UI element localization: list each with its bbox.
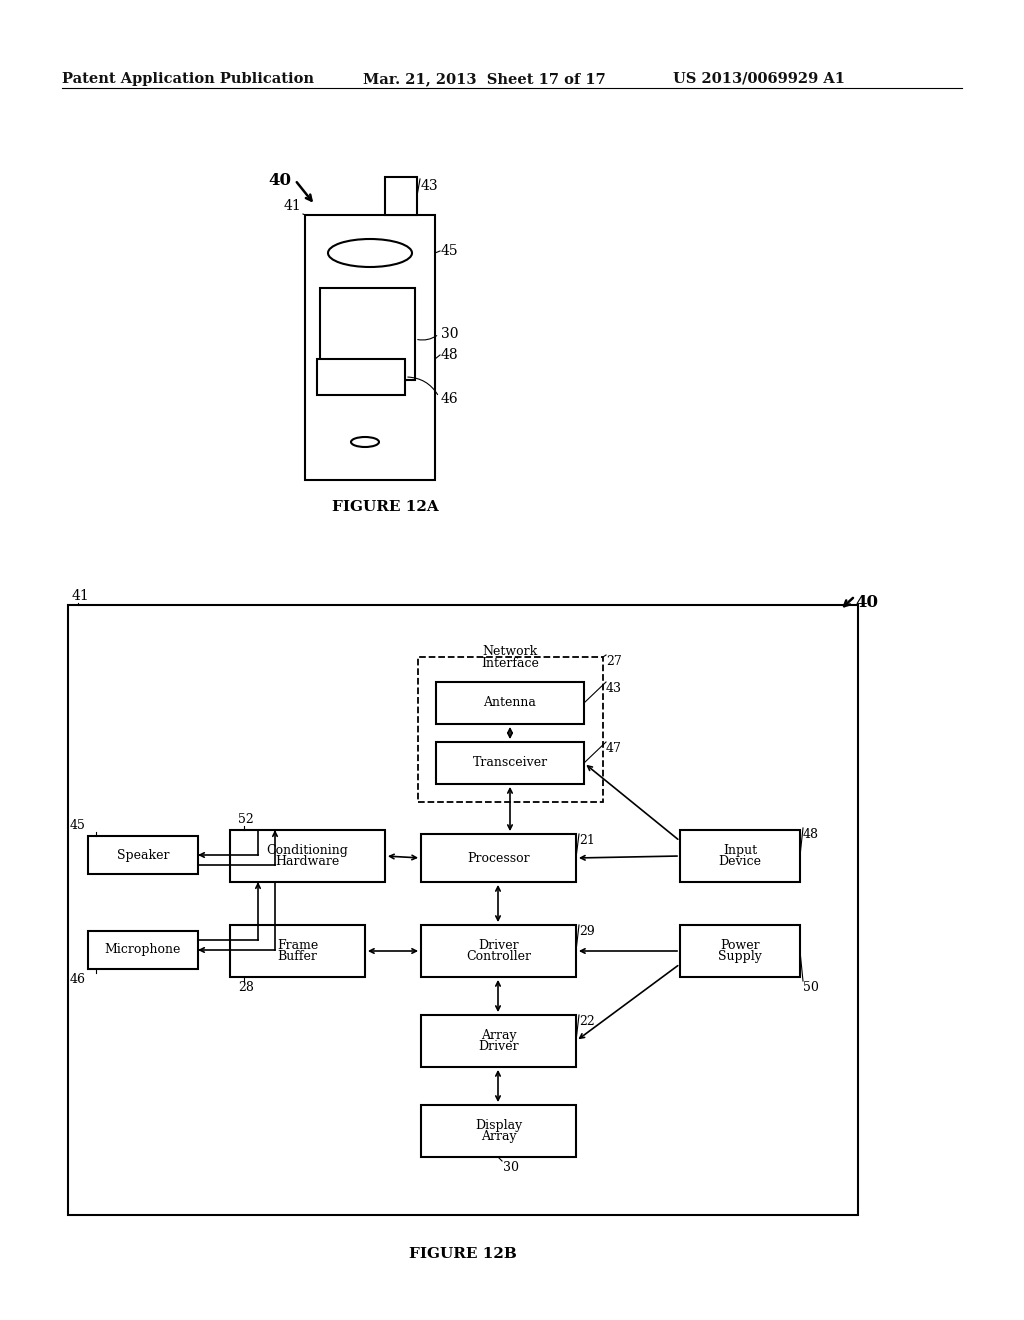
Ellipse shape <box>328 239 412 267</box>
Bar <box>385 177 417 215</box>
Bar <box>421 1015 575 1067</box>
Text: 48: 48 <box>441 348 459 362</box>
Bar <box>319 288 415 380</box>
Text: 30: 30 <box>441 327 459 341</box>
Bar <box>680 925 800 977</box>
Text: 30: 30 <box>503 1162 519 1173</box>
Text: FIGURE 12A: FIGURE 12A <box>332 500 438 513</box>
Bar <box>680 830 800 882</box>
Bar <box>88 931 198 969</box>
Bar <box>230 830 385 882</box>
Text: 28: 28 <box>238 981 254 994</box>
Text: 43: 43 <box>421 180 438 193</box>
Text: 22: 22 <box>579 1015 595 1028</box>
Text: Supply: Supply <box>718 949 762 962</box>
Text: Frame: Frame <box>276 940 318 952</box>
Text: 40: 40 <box>855 594 878 611</box>
Bar <box>418 657 603 803</box>
Bar <box>421 925 575 977</box>
Text: 45: 45 <box>70 818 86 832</box>
Bar <box>421 1105 575 1158</box>
Text: 41: 41 <box>72 589 90 603</box>
Text: 47: 47 <box>606 742 622 755</box>
Text: 40: 40 <box>268 172 291 189</box>
Bar <box>230 925 365 977</box>
Text: 46: 46 <box>70 973 86 986</box>
Text: 52: 52 <box>238 813 254 826</box>
Text: Microphone: Microphone <box>104 944 181 957</box>
Bar <box>88 836 198 874</box>
Bar <box>68 605 858 1214</box>
Text: Array: Array <box>480 1130 516 1143</box>
Text: Device: Device <box>719 854 762 867</box>
Text: Mar. 21, 2013  Sheet 17 of 17: Mar. 21, 2013 Sheet 17 of 17 <box>362 73 606 86</box>
Text: 48: 48 <box>803 828 819 841</box>
Text: Driver: Driver <box>478 940 519 952</box>
Text: Array: Array <box>480 1030 516 1043</box>
Text: Power: Power <box>720 940 760 952</box>
Text: 46: 46 <box>441 392 459 407</box>
Text: 29: 29 <box>579 925 595 939</box>
Text: 41: 41 <box>284 199 301 213</box>
Text: Controller: Controller <box>466 949 531 962</box>
Text: US 2013/0069929 A1: US 2013/0069929 A1 <box>673 73 845 86</box>
Text: Conditioning: Conditioning <box>266 845 348 857</box>
Text: FIGURE 12B: FIGURE 12B <box>409 1247 517 1261</box>
Text: Speaker: Speaker <box>117 849 169 862</box>
Text: 45: 45 <box>441 244 459 257</box>
Text: Input: Input <box>723 845 757 857</box>
Text: 43: 43 <box>606 682 622 696</box>
Bar <box>421 834 575 882</box>
Text: Buffer: Buffer <box>278 949 317 962</box>
Text: Antenna: Antenna <box>483 697 537 710</box>
Text: Processor: Processor <box>467 851 529 865</box>
Text: Driver: Driver <box>478 1040 519 1052</box>
Bar <box>436 742 584 784</box>
Text: Hardware: Hardware <box>275 854 340 867</box>
Bar <box>305 215 435 480</box>
Text: Network: Network <box>482 645 538 657</box>
Ellipse shape <box>351 437 379 447</box>
Bar <box>317 359 406 395</box>
Text: 50: 50 <box>803 981 819 994</box>
Text: 21: 21 <box>579 834 595 847</box>
Text: 27: 27 <box>606 655 622 668</box>
Text: Display: Display <box>475 1119 522 1133</box>
Text: Patent Application Publication: Patent Application Publication <box>62 73 314 86</box>
Text: Transceiver: Transceiver <box>472 756 548 770</box>
Text: Interface: Interface <box>481 657 539 671</box>
Bar <box>436 682 584 723</box>
